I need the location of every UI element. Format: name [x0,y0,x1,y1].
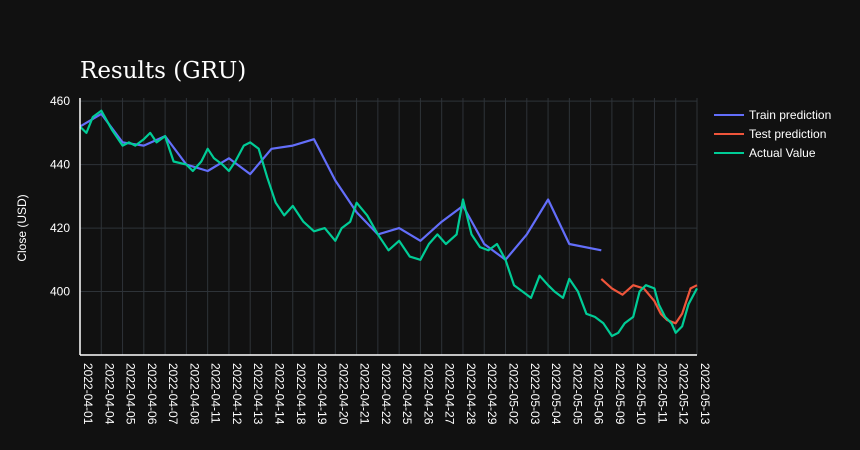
grid-lines [79,98,698,355]
x-tick-label: 2022-04-25 [400,363,414,425]
legend[interactable]: Train prediction Test prediction Actual Va… [714,108,831,160]
x-tick-label: 2022-04-11 [209,363,223,424]
x-tick-label: 2022-04-29 [485,363,499,425]
y-tick-label: 460 [50,94,70,108]
x-tick-label: 2022-04-20 [336,363,350,425]
x-tick-label: 2022-05-05 [570,363,584,425]
legend-label[interactable]: Train prediction [749,108,831,122]
x-tick-label: 2022-04-13 [251,363,265,425]
plot-area[interactable] [79,109,698,338]
x-tick-label: 2022-04-05 [124,363,138,425]
x-tick-label: 2022-04-26 [421,363,435,425]
legend-label[interactable]: Actual Value [749,146,816,160]
x-tick-label: 2022-04-04 [102,363,116,425]
y-tick-label: 420 [50,221,70,235]
x-tick-label: 2022-04-22 [379,363,393,425]
x-tick-label: 2022-04-14 [272,363,286,425]
x-tick-label: 2022-05-11 [655,363,669,424]
y-tick-label: 400 [50,285,70,299]
y-tick-label: 440 [50,158,70,172]
x-tick-label: 2022-05-13 [698,363,712,425]
x-tick-label: 2022-05-04 [549,363,563,425]
x-tick-label: 2022-04-07 [166,363,180,425]
x-tick-label: 2022-04-19 [315,363,329,425]
chart-title: Results (GRU) [80,58,246,84]
series-line-0[interactable] [79,112,602,261]
x-tick-label: 2022-05-06 [592,363,606,425]
x-tick-label: 2022-04-06 [145,363,159,425]
x-tick-label: 2022-04-27 [443,363,457,425]
axes: 2022-04-01 2022-04-04 2022-04-05 2022-04-06… [50,94,712,425]
x-tick-label: 2022-05-10 [634,363,648,425]
series-line-1[interactable] [600,278,698,325]
x-tick-label: 2022-04-08 [187,363,201,425]
legend-label[interactable]: Test prediction [749,127,826,141]
x-tick-label: 2022-05-12 [677,363,691,425]
series-line-2[interactable] [79,109,698,338]
x-tick-label: 2022-04-18 [294,363,308,425]
x-tick-label: 2022-04-21 [358,363,372,425]
x-tick-label: 2022-04-28 [464,363,478,425]
x-tick-label: 2022-05-02 [507,363,521,425]
x-tick-label: 2022-04-01 [81,363,95,425]
x-tick-label: 2022-04-12 [230,363,244,425]
x-tick-label: 2022-05-09 [613,363,627,425]
y-axis-label: Close (USD) [15,194,29,261]
x-tick-label: 2022-05-03 [528,363,542,425]
